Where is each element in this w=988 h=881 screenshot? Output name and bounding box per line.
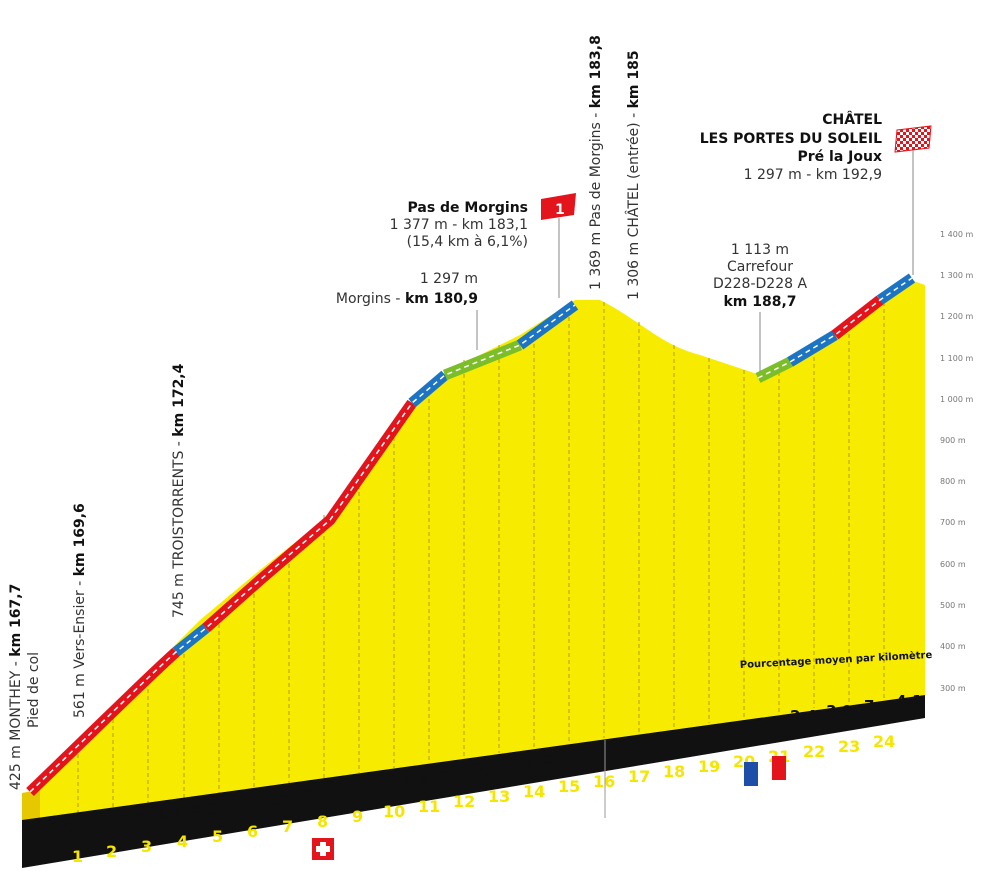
svg-text:300 m: 300 m [940,684,966,693]
svg-text:4: 4 [177,832,188,851]
svg-text:6,2: 6,2 [48,820,75,838]
svg-text:8: 8 [231,795,241,813]
svg-text:2,4: 2,4 [790,707,817,725]
road-centerline [29,277,913,793]
profile-area [22,278,925,820]
svg-text:7: 7 [282,817,293,836]
label-pas-de-morgins-detail: 1 377 m - km 183,1 [390,217,528,233]
svg-text:16: 16 [593,772,615,791]
svg-text:6,3: 6,3 [156,805,183,823]
label-carrefour-km: km 188,7 [723,294,796,310]
svg-text:3: 3 [141,837,152,856]
y-axis-labels: 1 400 m 1 300 m 1 200 m 1 100 m 1 000 m … [940,230,973,693]
svg-text:7,2: 7,2 [120,810,147,828]
france-flag-icon [744,756,786,786]
label-finish-title2: LES PORTES DU SOLEIL [700,131,882,147]
svg-text:5: 5 [572,745,582,763]
svg-text:1 100 m: 1 100 m [940,354,973,363]
finish-flag-icon [894,125,932,153]
label-finish-title3: Pré la Joux [798,149,882,165]
svg-text:8: 8 [302,785,312,803]
svg-text:1 400 m: 1 400 m [940,230,973,239]
svg-text:8: 8 [91,815,101,833]
label-carrefour-alt: 1 113 m [731,242,789,258]
svg-text:1 300 m: 1 300 m [940,271,973,280]
svg-text:5: 5 [212,827,223,846]
label-troistorrents: 745 m TROISTORRENTS - km 172,4 [171,363,187,618]
km-gridlines [77,295,885,813]
svg-text:1: 1 [72,847,83,866]
switzerland-flag-icon [312,838,334,860]
svg-text:9: 9 [352,807,363,826]
svg-text:6: 6 [247,822,258,841]
label-pied-de-col: Pied de col [26,652,42,728]
svg-text:7: 7 [864,697,874,715]
svg-text:17: 17 [628,767,650,786]
label-morgins-alt: 1 297 m [420,271,478,287]
svg-text:700 m: 700 m [940,518,966,527]
label-carrefour-road: D228-D228 A [713,276,808,292]
label-finish-detail: 1 297 m - km 192,9 [744,167,882,183]
svg-text:2,4: 2,4 [473,760,500,778]
svg-text:4,1: 4,1 [896,692,923,710]
svg-text:900 m: 900 m [940,436,966,445]
svg-text:1 000 m: 1 000 m [940,395,973,404]
svg-text:19: 19 [698,757,720,776]
svg-text:23: 23 [838,737,860,756]
svg-text:12: 12 [453,792,475,811]
svg-text:14: 14 [523,782,545,801]
svg-text:1 200 m: 1 200 m [940,312,973,321]
svg-text:5,1: 5,1 [543,750,570,768]
label-morgins: Morgins - km 180,9 [336,291,478,307]
label-monthey: 425 m MONTHEY - km 167,7 [8,584,24,790]
label-pas-de-morgins-climb: (15,4 km à 6,1%) [407,234,528,250]
svg-text:10: 10 [383,802,405,821]
svg-text:15: 15 [558,777,580,796]
label-pas-de-morgins-title: Pas de Morgins [407,200,528,216]
svg-text:11: 11 [418,797,440,816]
svg-text:6,5: 6,5 [262,790,289,808]
category-1-flag-icon: 1 [541,193,576,220]
svg-text:2,6: 2,6 [508,755,535,773]
label-carrefour-name: Carrefour [727,259,793,275]
svg-text:400 m: 400 m [940,642,966,651]
svg-text:3,9: 3,9 [826,702,853,720]
svg-text:8: 8 [317,812,328,831]
svg-text:1: 1 [555,202,565,218]
svg-text:7,3: 7,3 [368,775,395,793]
svg-text:6,5: 6,5 [333,780,360,798]
km-base-strip [22,695,925,868]
svg-text:500 m: 500 m [940,601,966,610]
label-vers-ensier: 561 m Vers-Ensier - km 169,6 [72,503,88,718]
label-finish-title1: CHÂTEL [822,111,882,128]
label-pas-de-morgins-descent: 1 369 m Pas de Morgins - km 183,8 [588,35,604,290]
label-chatel-entree: 1 306 m CHÂTEL (entrée) - km 185 [624,50,642,300]
svg-text:22: 22 [803,742,825,761]
svg-text:18: 18 [663,762,685,781]
gradient-values: 6,2 8 7,2 6,3 5,9 8 6,5 8 6,5 7,3 8,6 5,… [48,692,923,838]
svg-text:24: 24 [873,732,895,751]
svg-text:8,6: 8,6 [403,770,430,788]
svg-text:5,1: 5,1 [438,765,465,783]
svg-text:600 m: 600 m [940,560,966,569]
svg-text:13: 13 [488,787,510,806]
svg-text:5,9: 5,9 [191,800,218,818]
svg-text:2: 2 [106,842,117,861]
svg-text:800 m: 800 m [940,477,966,486]
